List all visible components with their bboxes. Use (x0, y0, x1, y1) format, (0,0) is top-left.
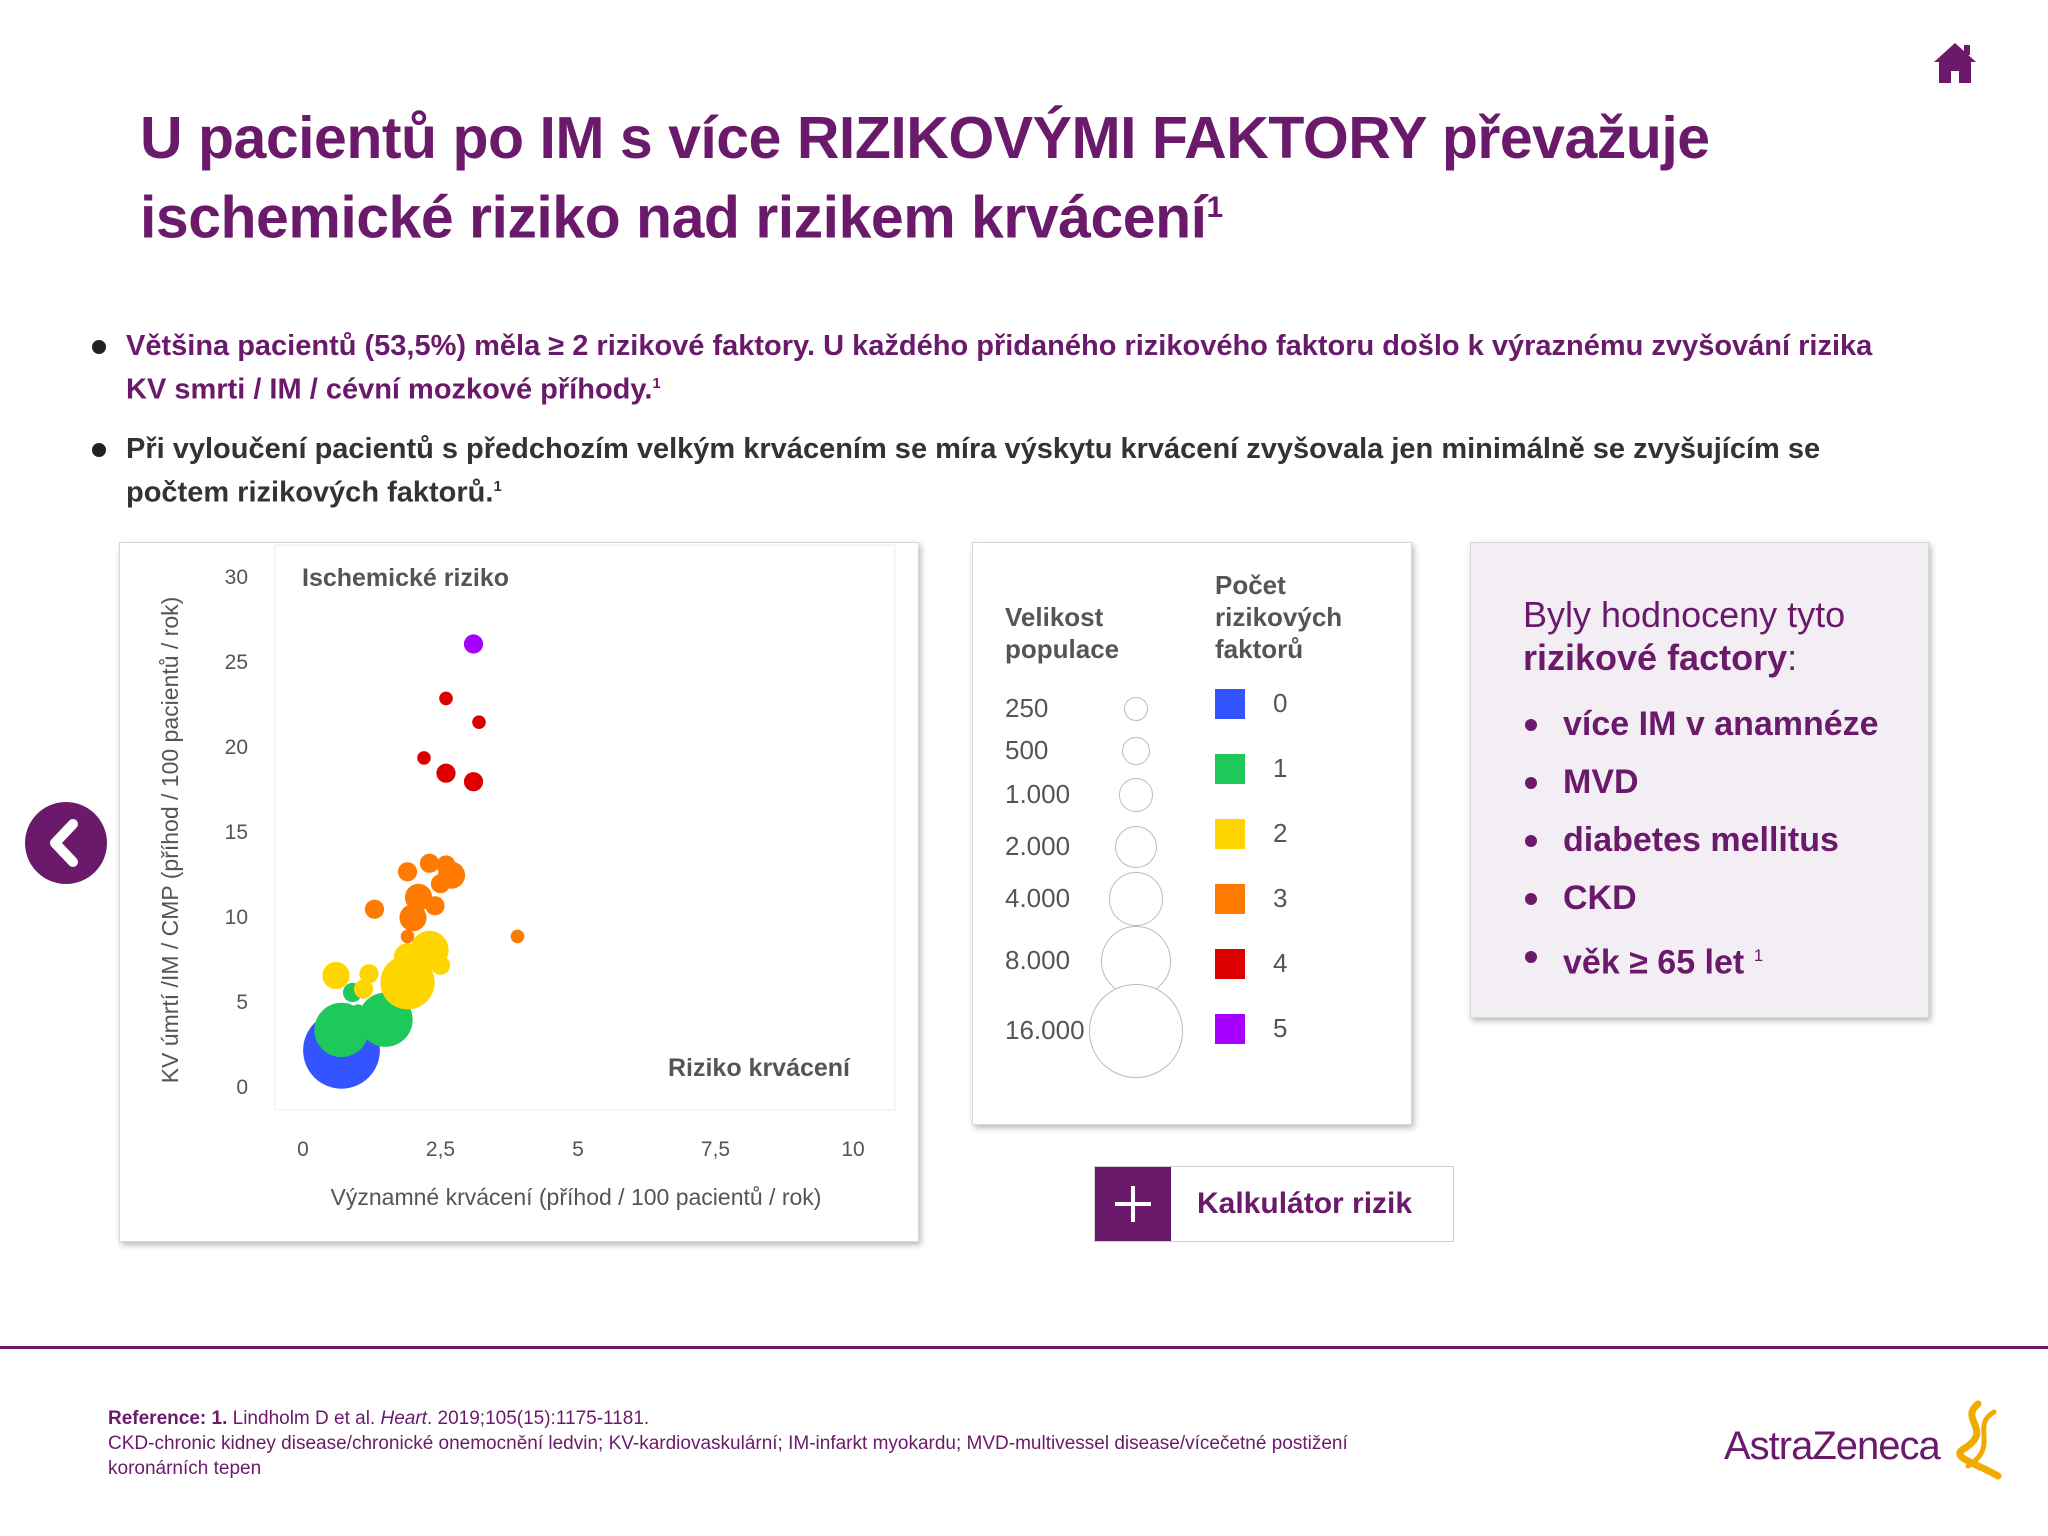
footer-divider (0, 1346, 2048, 1349)
risk-factor-item: více IM v anamnéze (1525, 703, 1925, 761)
data-point-rf-2 (404, 965, 433, 993)
legend-risk-count: 4 (1273, 948, 1288, 978)
abbreviations: CKD-chronic kidney disease/chronické one… (108, 1433, 1348, 1479)
data-point-rf-4 (472, 715, 486, 729)
x-axis-label: Významné krvácení (příhod / 100 pacientů… (331, 1184, 822, 1210)
logo-swirl-icon (1956, 1400, 2002, 1480)
legend-color-swatch (1215, 754, 1245, 784)
legend-risk-count: 0 (1273, 688, 1288, 718)
data-point-rf-3 (400, 929, 415, 944)
legend-panel: Velikost populace Počet rizikových fakto… (972, 542, 1412, 1125)
astrazeneca-logo: AstraZeneca (1724, 1400, 2008, 1480)
legend-size-label: 16.000 (1005, 1015, 1085, 1045)
page-title: U pacientů po IM s více RIZIKOVÝMI FAKTO… (140, 105, 1710, 251)
risk-factor-item: věk ≥ 65 let 1 (1525, 935, 1925, 993)
x-tick-label: 0 (297, 1138, 309, 1161)
legend-risk-count: 1 (1273, 753, 1288, 783)
data-point-rf-3 (399, 904, 427, 932)
data-point-rf-3 (364, 899, 385, 919)
x-tick-label: 5 (572, 1138, 584, 1161)
legend-color-swatch (1215, 689, 1245, 719)
legend-size-header: Velikost populace (1005, 602, 1120, 664)
back-button[interactable] (25, 802, 107, 884)
scatter-chart: KV úmrtí /IM / CMP (příhod / 100 pacient… (157, 544, 896, 1210)
data-point-rf-2 (393, 943, 422, 971)
y-tick-label: 0 (236, 1076, 248, 1099)
legend-size-circle (1109, 872, 1163, 926)
y-tick-label: 20 (225, 736, 248, 759)
y-tick-label: 5 (236, 991, 248, 1014)
legend-color-swatch (1215, 949, 1245, 979)
data-point-rf-4 (439, 691, 453, 706)
data-point-rf-3 (430, 874, 451, 894)
logo-wordmark: AstraZeneca (1724, 1424, 1941, 1468)
legend-risk-count: 5 (1273, 1013, 1288, 1043)
data-point-rf-2 (353, 979, 374, 999)
legend-size-circle (1119, 778, 1153, 812)
risk-factors-list: více IM v anamnéze MVD diabetes mellitus… (1525, 703, 1925, 993)
y-tick-label: 15 (225, 821, 248, 844)
legend-color-swatch (1215, 1014, 1245, 1044)
legend-size-circle (1121, 736, 1150, 765)
annotation-ischemic-risk: Ischemické riziko (302, 564, 509, 592)
plus-icon (1095, 1167, 1171, 1241)
legend-size-label: 8.000 (1005, 945, 1071, 975)
legend-risk-count: 2 (1273, 818, 1288, 848)
legend-size-label: 250 (1005, 693, 1049, 723)
legend-size-circle (1124, 697, 1148, 721)
y-axis-label: KV úmrtí /IM / CMP (příhod / 100 pacient… (157, 597, 183, 1084)
legend-size-circle (1089, 984, 1183, 1078)
risk-factors-panel: Byly hodnoceny tyto rizikové factory: víc… (1470, 542, 1929, 1018)
risk-factor-item: MVD (1525, 761, 1925, 819)
legend-risk-count: 3 (1273, 883, 1288, 913)
risk-calculator-button[interactable]: Kalkulátor rizik (1094, 1166, 1454, 1242)
y-tick-label: 10 (225, 906, 248, 929)
data-point-rf-1 (351, 1004, 365, 1018)
x-tick-label: 7,5 (701, 1138, 730, 1161)
x-tick-label: 2,5 (426, 1138, 455, 1161)
x-tick-label: 10 (841, 1138, 864, 1161)
data-point-rf-3 (404, 883, 433, 911)
legend-size-label: 500 (1005, 735, 1049, 765)
chevron-left-icon (50, 819, 78, 867)
data-point-rf-2 (322, 961, 350, 990)
data-point-rf-3 (436, 855, 456, 875)
reference-line: Reference: 1. Lindholm D et al. Heart. 2… (108, 1408, 650, 1429)
data-point-rf-3 (397, 862, 418, 882)
legend-size-label: 4.000 (1005, 883, 1071, 913)
annotation-bleeding-risk: Riziko krvácení (668, 1054, 851, 1082)
risk-calculator-label: Kalkulátor rizik (1197, 1187, 1413, 1220)
legend-size-label: 2.000 (1005, 831, 1071, 861)
data-point-rf-4 (436, 763, 456, 783)
data-point-rf-3 (510, 929, 525, 944)
risk-factors-heading: Byly hodnoceny tyto rizikové factory: (1523, 594, 1846, 678)
legend-size-circle (1114, 825, 1157, 868)
data-point-rf-2 (430, 955, 451, 975)
legend-color-swatch (1215, 884, 1245, 914)
data-point-rf-2 (359, 964, 379, 984)
data-point-rf-5 (463, 634, 484, 654)
data-point-rf-3 (425, 896, 445, 916)
references: Reference: 1. Lindholm D et al. Heart. 2… (108, 1406, 1368, 1481)
key-points-list: Většina pacientů (53,5%) měla ≥ 2 riziko… (92, 328, 1892, 533)
legend-risk-header: Počet rizikových faktorů (1215, 570, 1343, 664)
legend-size-circle (1100, 925, 1171, 996)
risk-factor-item: CKD (1525, 877, 1925, 935)
risk-factor-item: diabetes mellitus (1525, 819, 1925, 877)
home-icon (1934, 43, 1976, 83)
scatter-chart-panel: KV úmrtí /IM / CMP (příhod / 100 pacient… (119, 542, 919, 1242)
legend-size-label: 1.000 (1005, 779, 1071, 809)
key-point: Při vyloučení pacientů s předchozím velk… (92, 431, 1892, 512)
y-tick-label: 30 (225, 566, 248, 589)
legend-color-swatch (1215, 819, 1245, 849)
data-point-rf-3 (419, 853, 440, 873)
data-point-rf-4 (417, 751, 431, 765)
key-point: Většina pacientů (53,5%) měla ≥ 2 riziko… (92, 328, 1892, 409)
data-point-rf-4 (463, 772, 484, 792)
home-button[interactable] (1932, 40, 1978, 86)
y-tick-label: 25 (225, 651, 248, 674)
